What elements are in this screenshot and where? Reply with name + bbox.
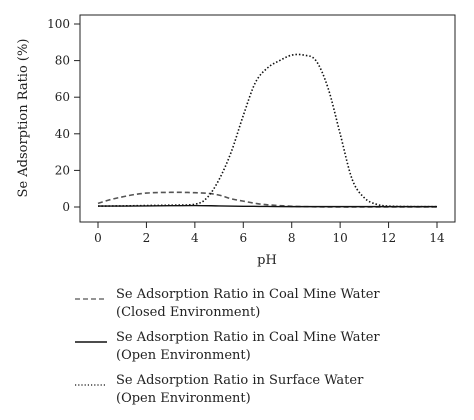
legend-swatch-dotted xyxy=(75,384,107,386)
x-tick-label: 2 xyxy=(143,231,151,245)
x-tick-label: 0 xyxy=(94,231,102,245)
legend-label: Se Adsorption Ratio in Coal Mine Water (… xyxy=(116,286,380,322)
x-tick-label: 10 xyxy=(333,231,348,245)
legend-label-line: Se Adsorption Ratio in Coal Mine Water xyxy=(116,287,380,302)
series-line-solid xyxy=(97,204,437,208)
plot-frame xyxy=(79,14,456,223)
y-tick-label: 20 xyxy=(55,163,70,177)
y-axis-label: Se Adsorption Ratio (%) xyxy=(16,39,31,198)
x-tick-label: 12 xyxy=(381,231,396,245)
x-tick-label: 4 xyxy=(191,231,199,245)
legend-label-line: Se Adsorption Ratio in Surface Water xyxy=(116,373,364,388)
x-tick-label: 6 xyxy=(239,231,247,245)
x-tick-label: 14 xyxy=(429,231,445,245)
axis-ticks: 0 2 4 6 8 10 12 14 0 20 40 60 80 100 xyxy=(47,17,445,245)
legend-item-surface: Se Adsorption Ratio in Surface Water (Op… xyxy=(74,372,464,408)
chart: 0 2 4 6 8 10 12 14 0 20 40 60 80 100 pH Se Adsorption… xyxy=(16,14,456,268)
x-axis-label: pH xyxy=(257,253,277,268)
legend-label-line: Se Adsorption Ratio in Coal Mine Water xyxy=(116,330,380,345)
legend-item-open-coal: Se Adsorption Ratio in Coal Mine Water (… xyxy=(74,329,464,365)
series-line-dashed xyxy=(97,191,437,208)
y-tick-label: 80 xyxy=(55,54,70,68)
series-line-dotted xyxy=(97,53,438,208)
legend: Se Adsorption Ratio in Coal Mine Water (… xyxy=(74,286,464,415)
legend-label: Se Adsorption Ratio in Coal Mine Water (… xyxy=(116,329,380,365)
legend-item-closed: Se Adsorption Ratio in Coal Mine Water (… xyxy=(74,286,464,322)
series-group xyxy=(97,53,438,208)
y-tick-label: 100 xyxy=(47,17,70,31)
y-tick-label: 0 xyxy=(62,200,70,214)
legend-label-line: (Open Environment) xyxy=(116,391,251,406)
y-tick-label: 40 xyxy=(55,127,70,141)
y-tick-label: 60 xyxy=(55,90,70,104)
x-tick-label: 8 xyxy=(288,231,296,245)
legend-swatch-dashed xyxy=(75,298,107,300)
legend-swatch-solid xyxy=(75,341,107,343)
legend-label-line: (Open Environment) xyxy=(116,348,251,363)
legend-label: Se Adsorption Ratio in Surface Water (Op… xyxy=(116,372,363,408)
legend-label-line: (Closed Environment) xyxy=(116,305,261,320)
